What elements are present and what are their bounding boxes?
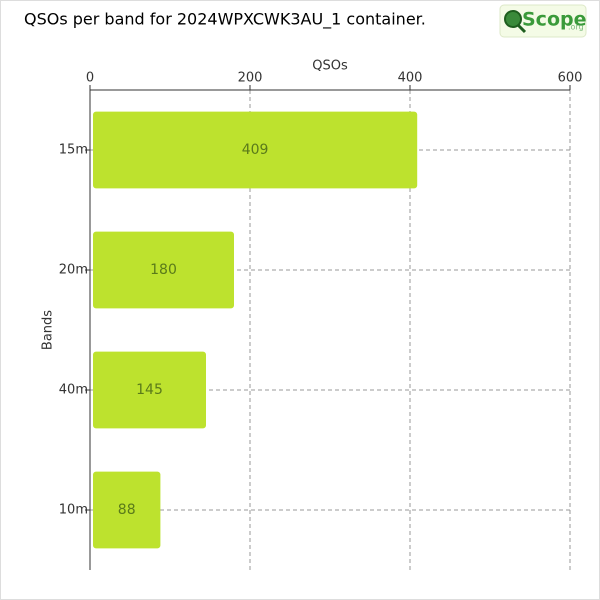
y-tick-label: 10m (59, 503, 88, 518)
value-label: 145 (136, 382, 163, 398)
value-label: 88 (118, 502, 136, 518)
logo-icon (504, 10, 522, 28)
logo-handle (516, 23, 527, 34)
x-tick-label: 400 (398, 71, 423, 86)
y-axis-label: Bands (41, 310, 56, 350)
x-tick-label: 600 (558, 71, 583, 86)
bar (93, 351, 206, 429)
value-label: 409 (242, 142, 269, 158)
bar (93, 231, 234, 309)
y-tick-label: 40m (59, 383, 88, 398)
x-axis-label: QSOs (312, 59, 348, 74)
y-tick-label: 20m (59, 263, 88, 278)
logo: Scope .org (499, 4, 587, 38)
value-label: 180 (150, 262, 177, 278)
y-tick-label: 15m (59, 143, 88, 158)
logo-suffix: .org (568, 23, 584, 32)
bar (93, 471, 161, 549)
x-tick-label: 200 (238, 71, 263, 86)
logo-text: Scope (522, 9, 587, 31)
x-tick-label: 0 (86, 71, 94, 86)
bar (93, 111, 418, 189)
chart-title: QSOs per band for 2024WPXCWK3AU_1 contai… (24, 10, 426, 30)
